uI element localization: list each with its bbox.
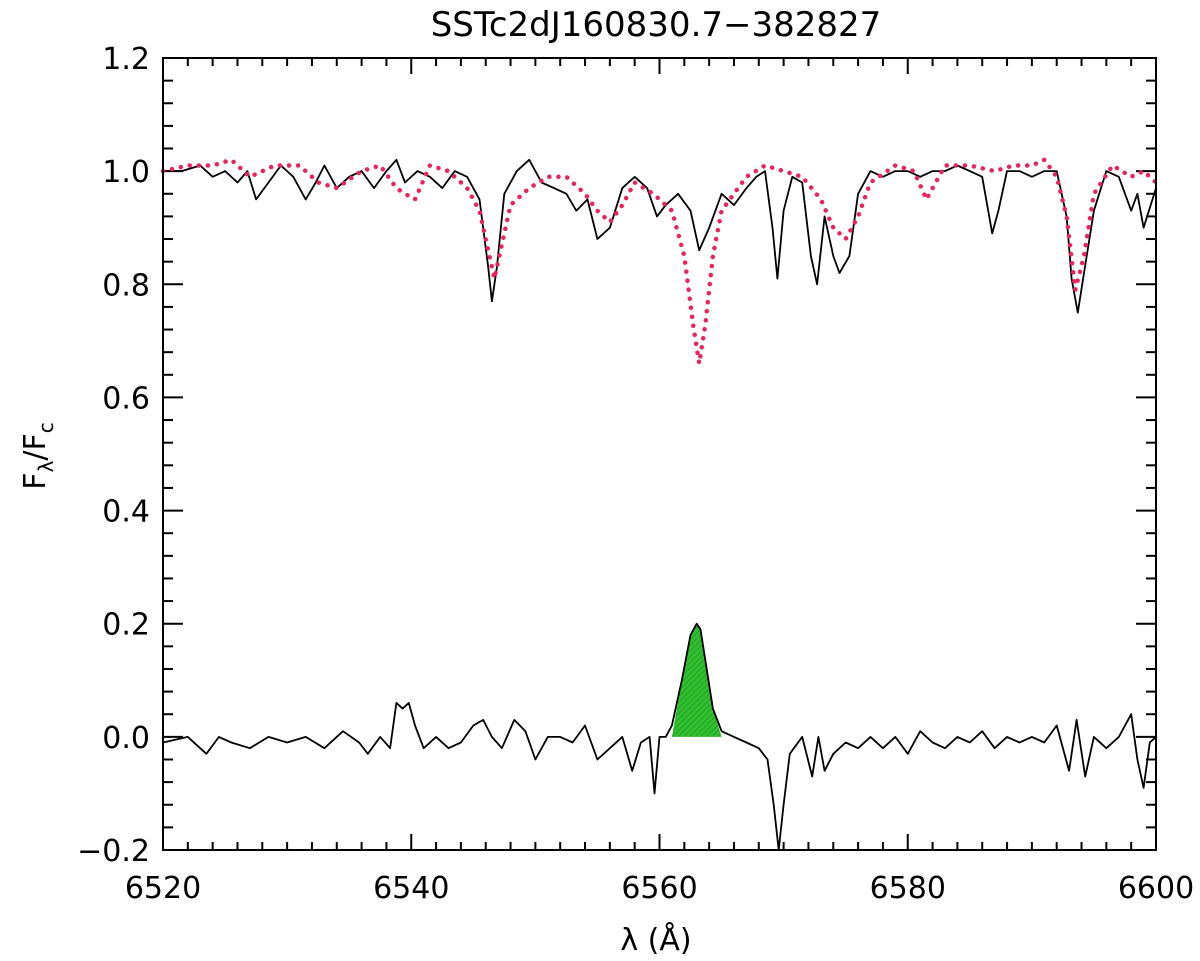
y-tick-label: 1.2 — [102, 42, 150, 77]
x-tick-label: 6520 — [125, 871, 201, 906]
template-series-line — [160, 156, 1159, 364]
y-tick-label: 0.8 — [102, 268, 150, 303]
y-label-main: F — [18, 472, 53, 489]
x-tick-label: 6560 — [621, 871, 697, 906]
series-layer — [160, 156, 1159, 851]
x-tick-label: 6580 — [870, 871, 946, 906]
y-tick-label: 0.2 — [102, 608, 150, 643]
x-tick-labels: 6520 6540 6560 6580 6600 — [125, 871, 1194, 906]
y-label-slash: /F — [18, 433, 53, 460]
emission-fill — [671, 623, 722, 737]
observed-series-line — [163, 158, 1157, 314]
svg-text:Fλ/Fc: Fλ/Fc — [18, 422, 58, 489]
x-tick-label: 6540 — [373, 871, 449, 906]
chart-title: SSTc2dJ160830.7−382827 — [431, 5, 882, 45]
x-tick-label: 6600 — [1118, 871, 1194, 906]
y-label-sub-lambda: λ — [34, 460, 58, 472]
emission-fill-layer — [671, 623, 722, 737]
y-axis-label: Fλ/Fc — [18, 422, 58, 489]
y-tick-label: 0.0 — [102, 721, 150, 756]
x-axis-label: λ (Å) — [620, 922, 691, 958]
y-tick-label: −0.2 — [77, 834, 150, 869]
plot-frame — [162, 57, 1157, 851]
axis-ticks — [162, 57, 1157, 851]
y-tick-label: 0.6 — [102, 381, 150, 416]
y-tick-label: 0.4 — [102, 495, 150, 530]
y-label-sub-c: c — [34, 422, 58, 433]
y-tick-labels: −0.2 0.0 0.2 0.4 0.6 0.8 1.0 1.2 — [77, 42, 150, 869]
residual-series-line — [162, 622, 1157, 851]
y-tick-label: 1.0 — [102, 155, 150, 190]
